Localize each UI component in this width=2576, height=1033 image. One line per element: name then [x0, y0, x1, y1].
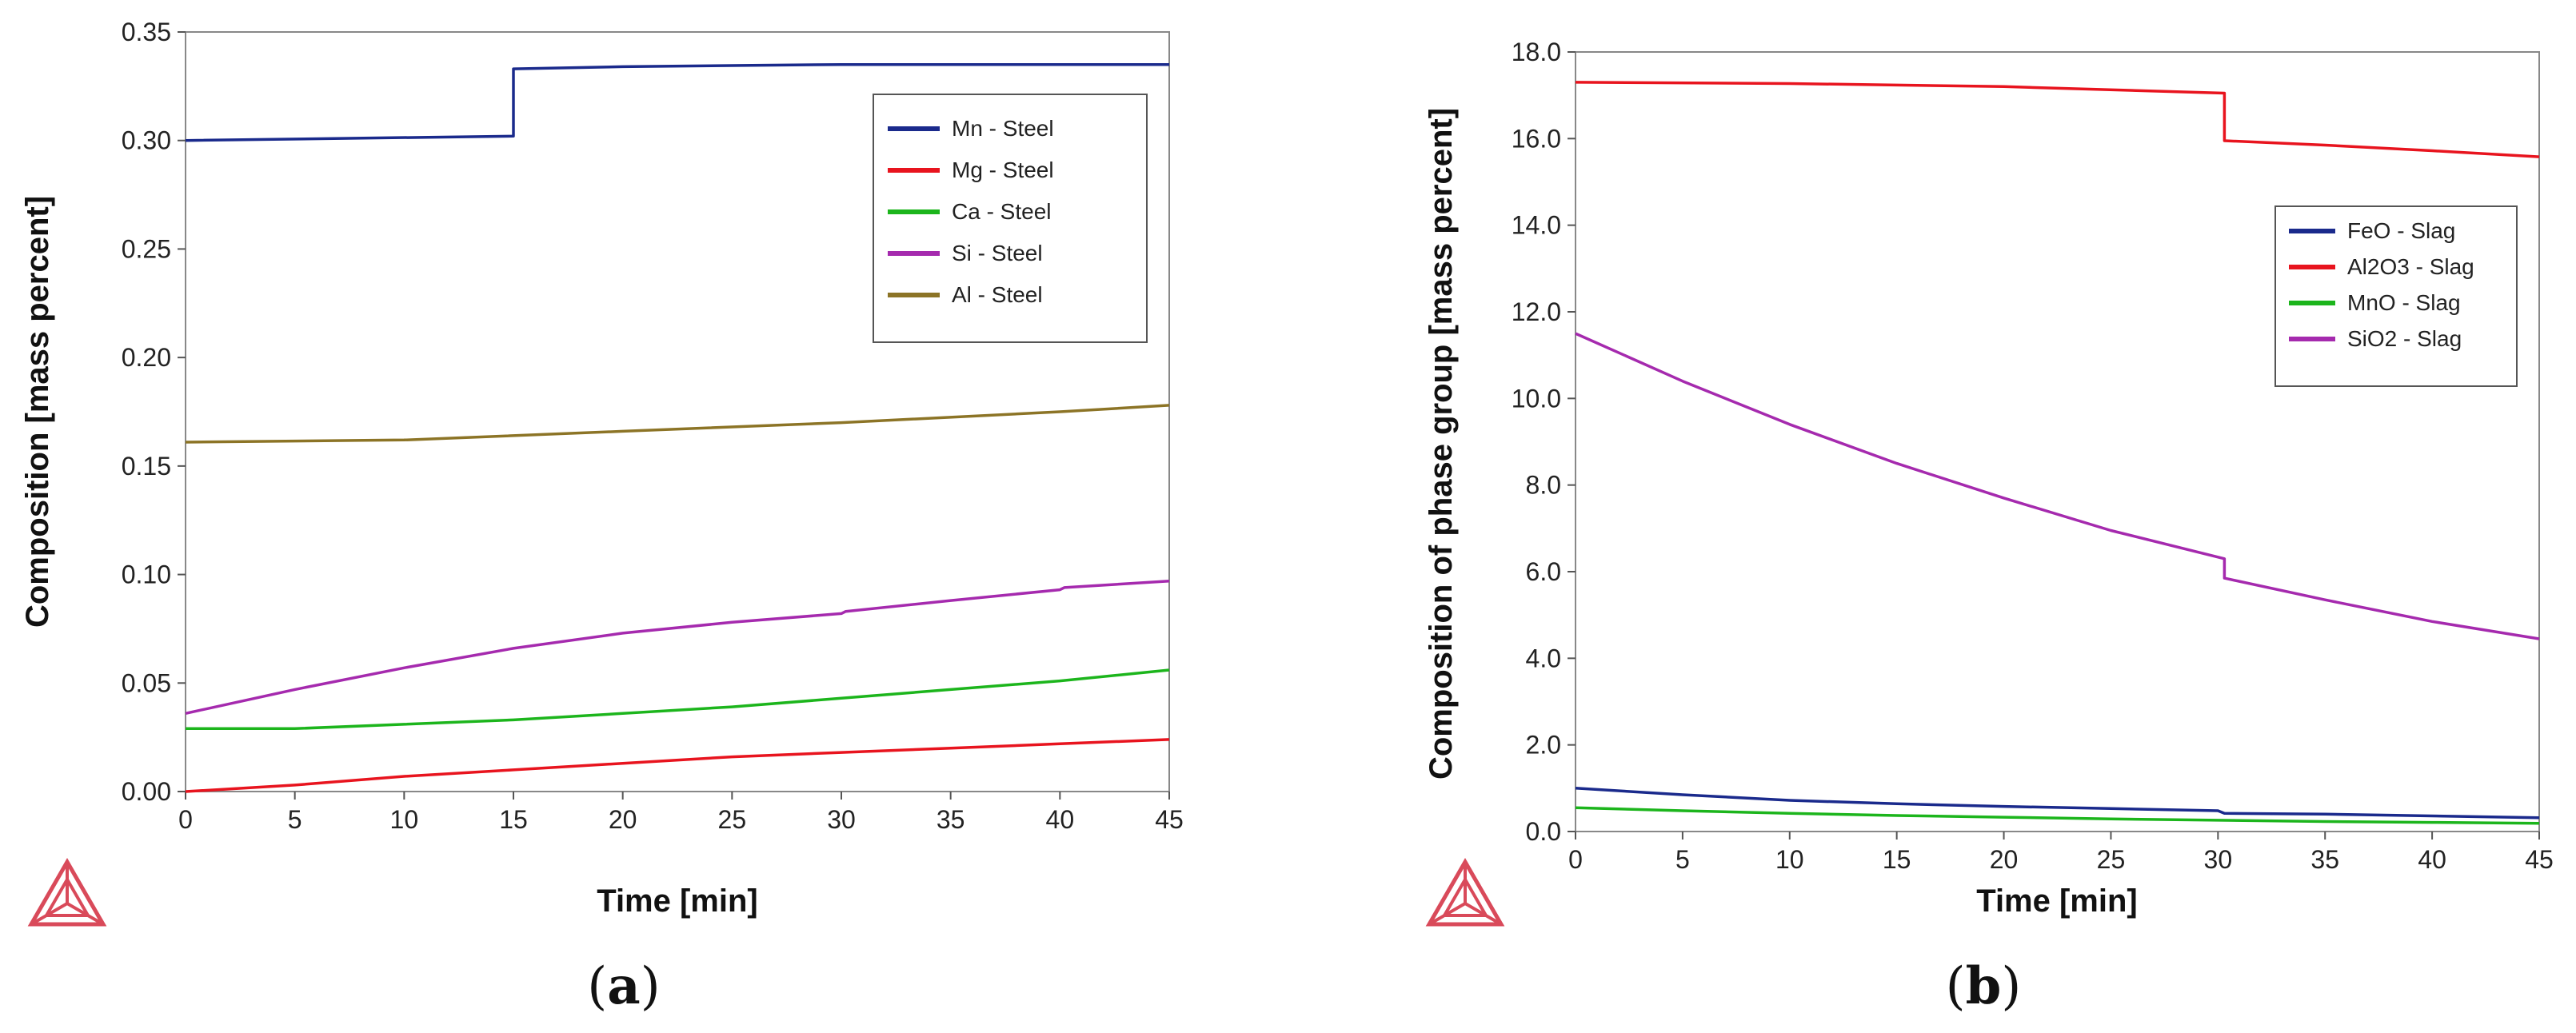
series-line-mno [1575, 806, 2540, 825]
x-tick-label: 25 [2097, 845, 2126, 874]
series-line-sio2 [1575, 332, 2540, 640]
axis-ticks-b: 0 5 10 15 20 25 30 35 40 45 0.0 2.0 4.0 6.0 8.0 10.0 12.… [1512, 38, 2554, 874]
x-tick-label: 20 [1990, 845, 2019, 874]
y-tick-label: 6.0 [1526, 557, 1561, 586]
thermocalc-logo-icon [1425, 857, 1505, 927]
series-line-feo [1575, 787, 2540, 820]
axis-ticks-a: 0 5 10 15 20 25 30 35 40 45 0.00 0.05 0.10 0.15 0.20 0.… [122, 18, 1184, 834]
series-line-al2o3 [1575, 81, 2540, 158]
chart-a: 0 5 10 15 20 25 30 35 40 45 0.00 0.05 0.10 0.15 0.20 0.… [20, 18, 1184, 1016]
y-tick-label: 12.0 [1512, 297, 1561, 326]
y-tick-label: 0.25 [122, 234, 171, 263]
legend-label: Al2O3 - Slag [2347, 254, 2474, 279]
y-tick-label: 4.0 [1526, 644, 1561, 672]
y-tick-label: 0.35 [122, 18, 171, 46]
series-group-a [185, 62, 1170, 793]
y-tick-label: 0.20 [122, 343, 171, 372]
legend-label: Mg - Steel [952, 158, 1054, 182]
x-tick-label: 40 [2418, 845, 2446, 874]
x-tick-label: 25 [718, 805, 747, 834]
y-tick-label: 16.0 [1512, 124, 1561, 153]
y-axis-title-a: Composition [mass percent] [20, 196, 55, 628]
legend-label: SiO2 - Slag [2347, 326, 2462, 351]
series-line-al [185, 404, 1170, 444]
x-tick-label: 20 [609, 805, 637, 834]
x-tick-label: 5 [288, 805, 302, 834]
legend-label: Si - Steel [952, 241, 1043, 265]
x-tick-label: 30 [827, 805, 856, 834]
legend-b: FeO - Slag Al2O3 - Slag MnO - Slag SiO2 - S… [2274, 205, 2518, 387]
x-tick-label: 35 [937, 805, 965, 834]
x-axis-title-b: Time [min] [1976, 883, 2138, 919]
x-tick-label: 35 [2310, 845, 2339, 874]
plot-frame-a [185, 31, 1170, 792]
legend-label: Ca - Steel [952, 199, 1052, 224]
x-tick-label: 10 [1775, 845, 1804, 874]
series-group-b [1575, 81, 2540, 825]
series-line-si [185, 579, 1170, 716]
y-tick-label: 18.0 [1512, 38, 1561, 66]
x-tick-label: 5 [1675, 845, 1690, 874]
series-line-mg [185, 738, 1170, 793]
legend-label: MnO - Slag [2347, 290, 2461, 315]
y-tick-label: 0.15 [122, 452, 171, 481]
x-tick-label: 40 [1046, 805, 1075, 834]
y-tick-label: 8.0 [1526, 471, 1561, 500]
x-tick-label: 0 [1568, 845, 1583, 874]
x-tick-label: 10 [390, 805, 419, 834]
thermocalc-logo-icon [27, 857, 107, 927]
legend-label: FeO - Slag [2347, 218, 2455, 243]
plot-frame-b [1575, 51, 2540, 832]
panel-caption-b: (b) [1946, 956, 2022, 1016]
x-tick-label: 0 [178, 805, 193, 834]
series-line-ca [186, 668, 1170, 731]
x-axis-title-a: Time [min] [597, 883, 758, 919]
y-tick-label: 2.0 [1526, 731, 1561, 760]
legend-box-b [2274, 205, 2518, 387]
y-tick-label: 0.30 [122, 126, 171, 155]
chart-b: 0 5 10 15 20 25 30 35 40 45 0.0 2.0 4.0 6.0 8.0 10.0 12.… [1424, 38, 2554, 1016]
legend-box-a [873, 94, 1148, 343]
x-tick-label: 15 [1883, 845, 1911, 874]
y-tick-label: 0.10 [122, 560, 171, 589]
panel-caption-a: (a) [587, 956, 660, 1016]
series-line-mn [185, 62, 1169, 142]
y-tick-label: 0.00 [122, 777, 171, 806]
legend-a: Mn - Steel Mg - Steel Ca - Steel Si - Steel… [873, 94, 1148, 343]
x-tick-label: 45 [1155, 805, 1184, 834]
legend-label: Mn - Steel [952, 116, 1054, 141]
x-tick-label: 30 [2204, 845, 2233, 874]
y-tick-label: 0.05 [122, 668, 171, 697]
y-tick-label: 10.0 [1512, 384, 1561, 413]
y-axis-title-b: Composition of phase group [mass percent… [1424, 108, 1459, 780]
y-tick-label: 0.0 [1526, 817, 1561, 846]
x-tick-label: 45 [2525, 845, 2554, 874]
legend-label: Al - Steel [952, 282, 1043, 307]
x-tick-label: 15 [499, 805, 528, 834]
y-tick-label: 14.0 [1512, 211, 1561, 240]
